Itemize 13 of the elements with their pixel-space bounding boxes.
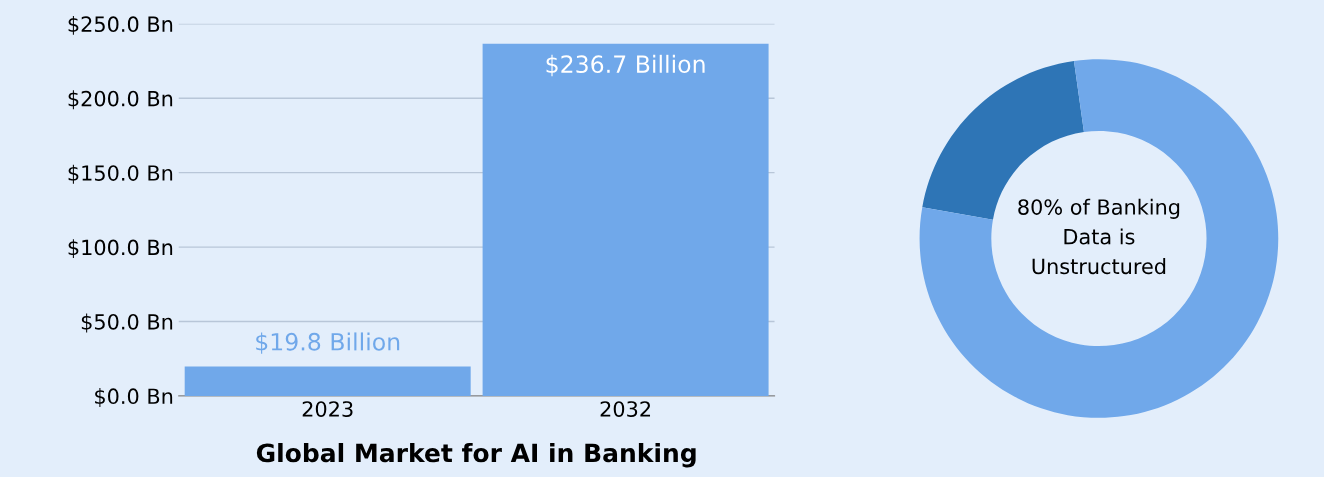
y-tick-label: $250.0 Bn (68, 15, 173, 35)
donut-slice (919, 59, 1279, 418)
data-label: $236.7 Billion (546, 54, 705, 77)
y-tick-label: $150.0 Bn (68, 164, 173, 184)
data-label: $19.8 Billion (256, 332, 400, 354)
text: 80% of Banking Data is Unstructured (1018, 198, 1180, 275)
y-tick-label: $50.0 Bn (81, 313, 173, 333)
y-tick-label: $0.0 Bn (95, 387, 173, 407)
x-tick-label: 2032 (600, 401, 651, 417)
y-tick-label: $200.0 Bn (68, 90, 173, 110)
y-tick-label: $100.0 Bn (68, 239, 173, 259)
text: Global Market for AI in Banking (256, 442, 696, 468)
x-tick-label: 2023 (302, 401, 353, 417)
